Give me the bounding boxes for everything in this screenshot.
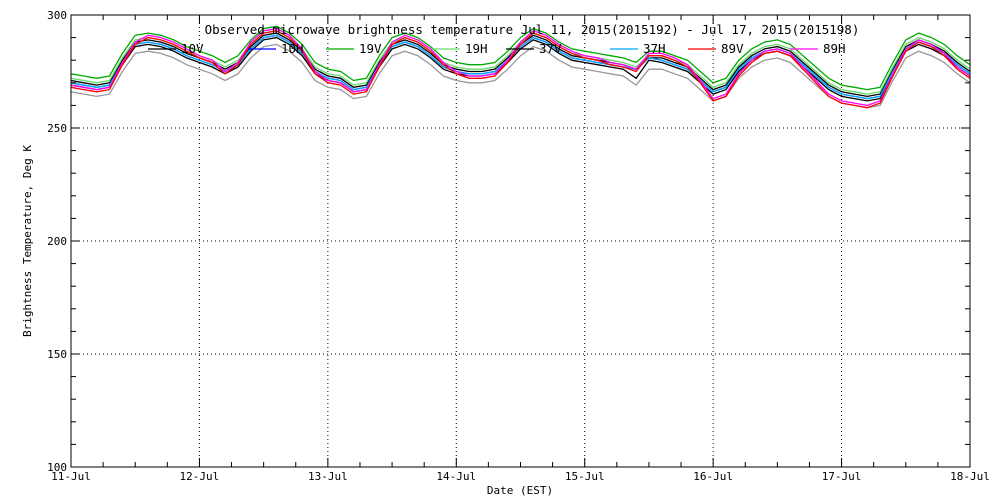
legend-label-10h: 10H xyxy=(281,41,304,56)
y-axis-label: Brightness Temperature, Deg K xyxy=(21,145,34,337)
tick-labels: 100 150 200 250 300 11-Jul 12-Jul 13-Jul 14-Jul 1… xyxy=(47,9,990,483)
series-lines xyxy=(70,25,971,109)
x-tick-label: 16-Jul xyxy=(693,470,733,483)
y-tick-label: 150 xyxy=(47,348,67,361)
series-line-89v xyxy=(70,30,971,109)
legend-label-19h: 19H xyxy=(465,41,488,56)
y-tick-label: 250 xyxy=(47,122,67,135)
series-line-unlabeled xyxy=(70,43,971,109)
legend: 10V 10H 19V 19H 37V 37H 89V 89H xyxy=(148,41,846,56)
x-tick-label: 12-Jul xyxy=(180,470,220,483)
x-tick-label: 13-Jul xyxy=(308,470,348,483)
x-tick-label: 14-Jul xyxy=(436,470,476,483)
x-tick-label: 17-Jul xyxy=(822,470,862,483)
legend-label-37v: 37V xyxy=(539,41,562,56)
legend-label-89v: 89V xyxy=(721,41,744,56)
axis-ticks xyxy=(70,14,971,468)
legend-label-19v: 19V xyxy=(359,41,382,56)
grid-lines xyxy=(71,15,970,467)
chart-title: Observed microwave brightness temperatur… xyxy=(205,22,860,37)
series-line-19v xyxy=(70,25,971,91)
legend-label-10v: 10V xyxy=(181,41,204,56)
x-tick-label: 15-Jul xyxy=(565,470,605,483)
y-tick-label: 100 xyxy=(47,461,67,474)
y-tick-label: 300 xyxy=(47,9,67,22)
x-tick-label: 18-Jul xyxy=(950,470,990,483)
x-tick-label: 11-Jul xyxy=(51,470,91,483)
legend-label-89h: 89H xyxy=(823,41,846,56)
y-tick-label: 200 xyxy=(47,235,67,248)
legend-label-37h: 37H xyxy=(643,41,666,56)
x-axis-label: Date (EST) xyxy=(487,484,553,497)
series-line-89h xyxy=(70,27,971,107)
